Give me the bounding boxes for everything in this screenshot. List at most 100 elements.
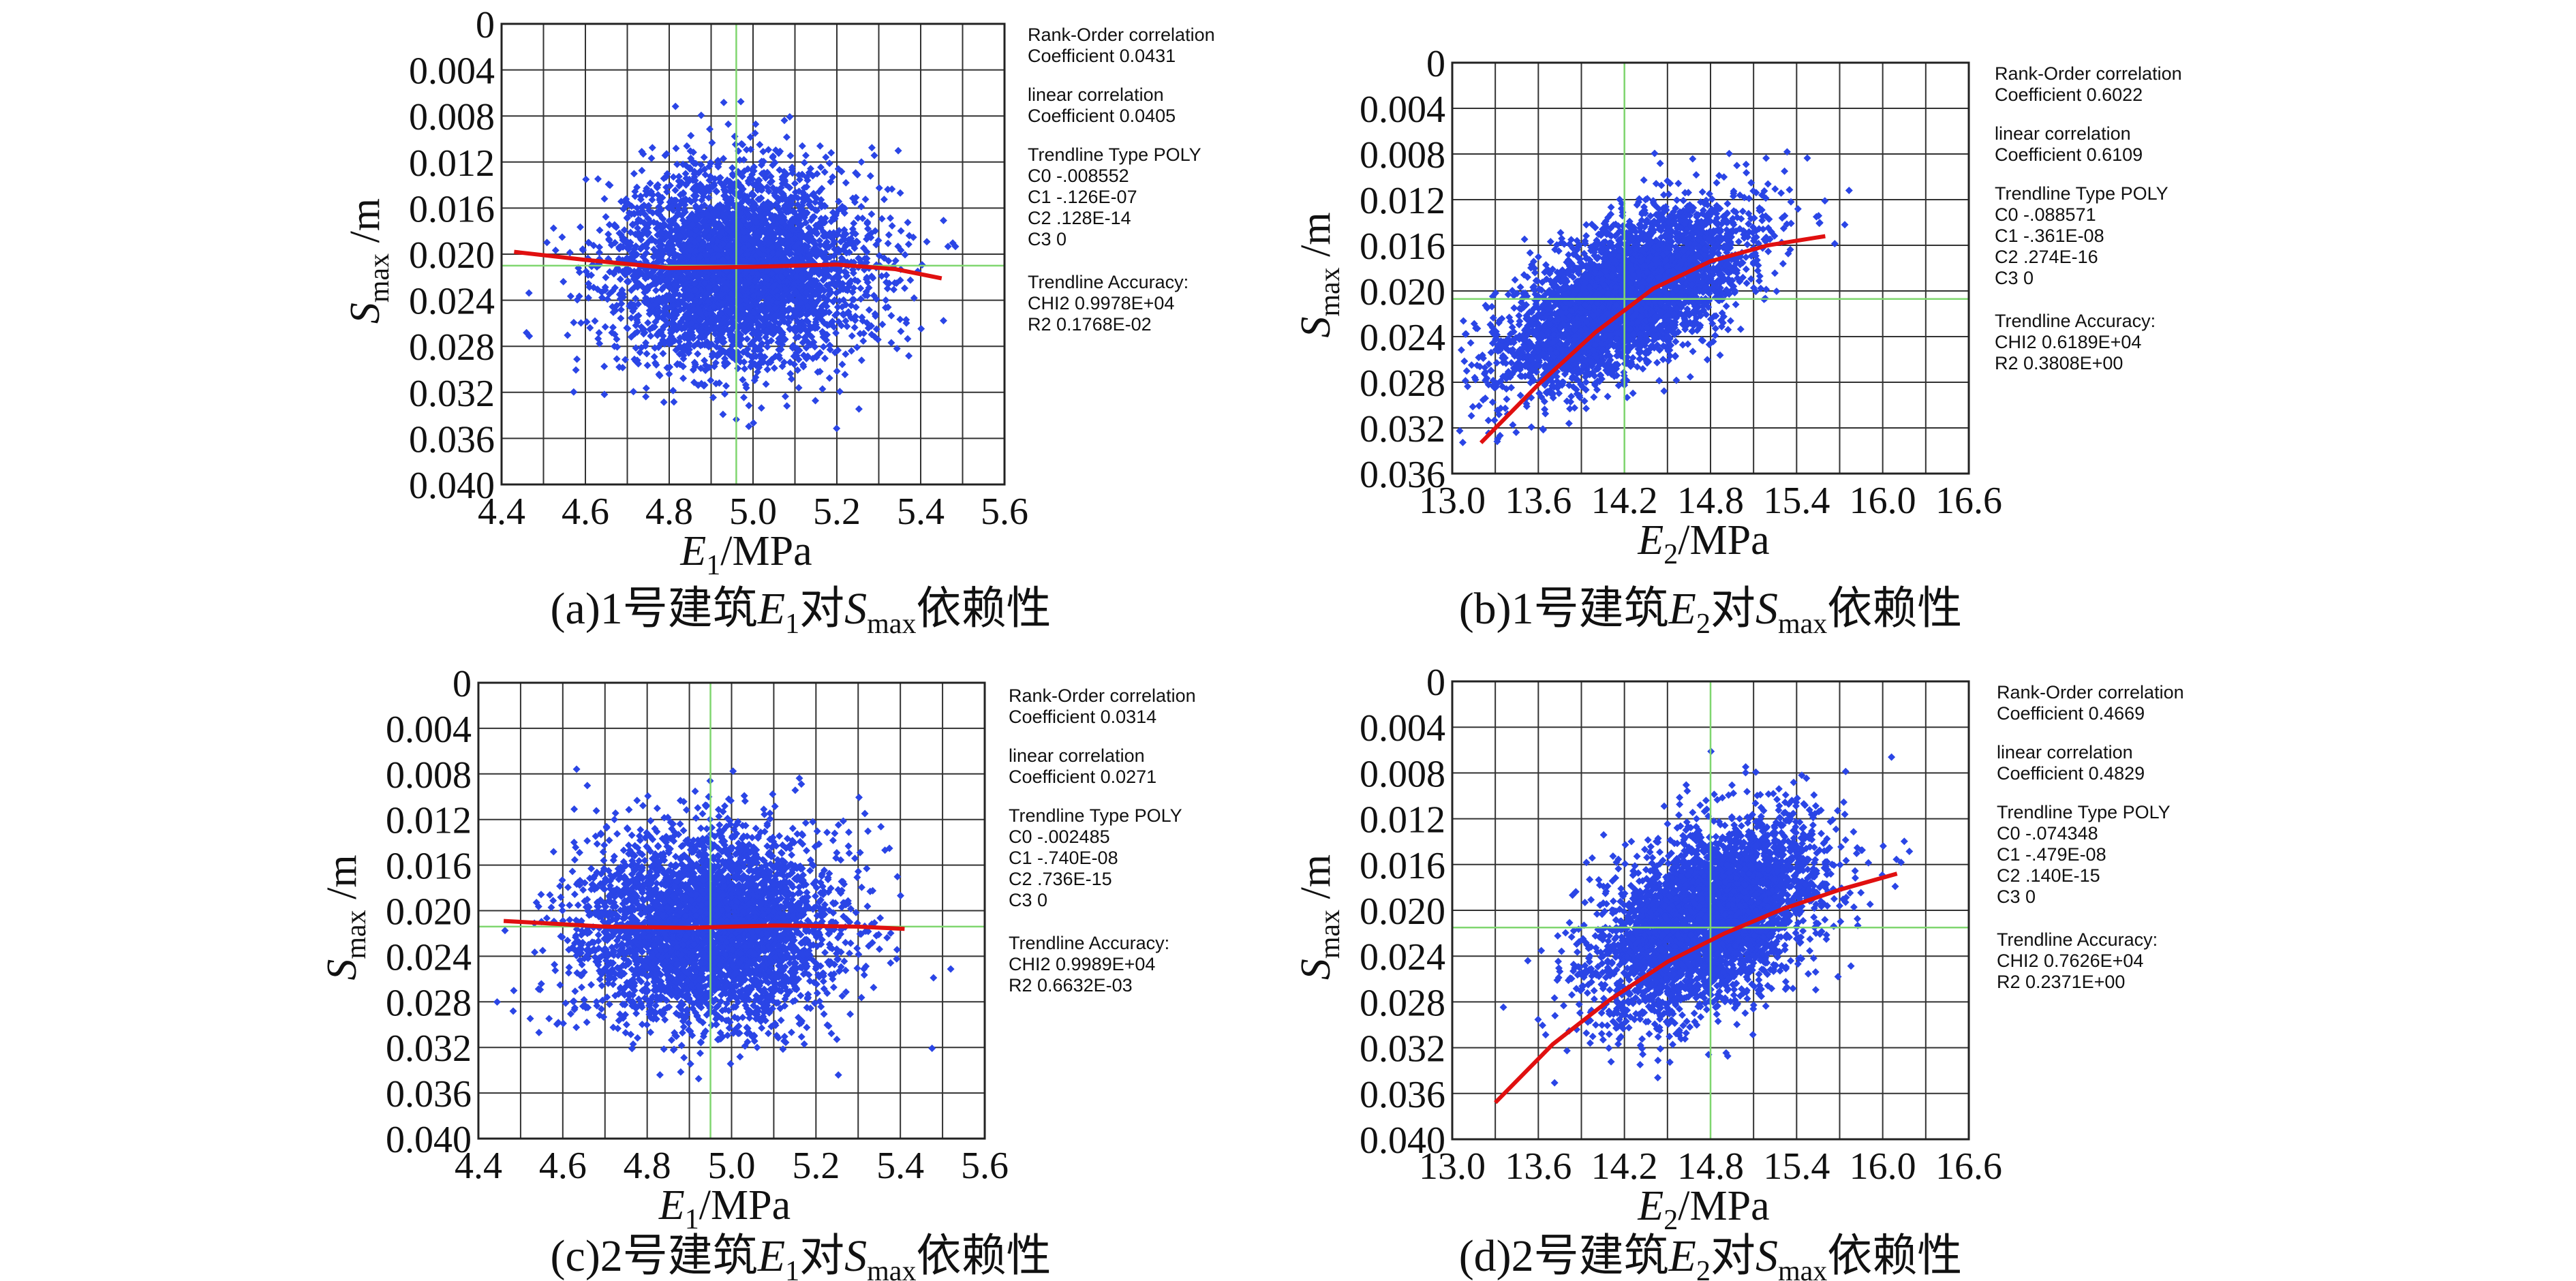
scatter-point [648,196,656,204]
scatter-point [630,170,638,178]
scatter-point [701,170,709,179]
stat-line: C2 .128E-14 [1028,208,1131,228]
scatter-point [660,398,668,406]
scatter-point [672,144,680,153]
scatter-point [707,376,715,384]
scatter-point [813,170,821,178]
stat-line: C0 -.008552 [1028,166,1129,186]
scatter-point [795,176,803,184]
scatter-point [854,214,862,222]
scatter-point [650,353,658,361]
x-tick-label: 5.2 [813,491,861,533]
scatter-point [878,272,886,280]
scatter-point [827,149,835,157]
scatter-point [850,324,859,332]
scatter-point [633,328,641,336]
scatter-point [890,285,898,294]
x-tick-label: 5.4 [897,491,945,533]
x-tick-label: 4.8 [645,491,693,533]
scatter-point [826,341,834,350]
scatter-point [706,125,714,133]
scatter-point [594,175,602,183]
scatter-point [746,133,754,141]
scatter-point [663,188,671,196]
scatter-point [665,370,673,378]
y-tick-label: 0.020 [409,234,495,277]
stat-line: C3 0 [1028,229,1067,249]
scatter-point [835,388,844,396]
stat-line: Trendline Type POLY [1028,144,1201,165]
scatter-point [857,356,865,365]
scatter-point [630,388,637,396]
chart-panel-a: 4.4 4.6 4.8 5.0 5.2 5.4 5.600.0040.0080.0120.0… [342,4,1215,640]
y-tick-label: 0.012 [409,142,495,185]
scatter-point [763,343,771,351]
scatter-point [690,342,699,350]
scatter-point [813,206,821,215]
y-tick-label: 0.016 [409,188,495,230]
scatter-point [835,198,843,206]
x-axis-label: E1/MPa [679,528,812,581]
scatter-point [670,398,678,406]
y-tick-label: 0.008 [409,96,495,138]
scatter-point [857,158,865,166]
scatter-point [802,151,810,159]
y-tick-label: 0.024 [409,281,495,323]
scatter-point [683,142,691,150]
scatter-point [835,227,843,234]
stat-line: C1 -.126E-07 [1028,187,1137,207]
scatter-point [609,324,617,331]
scatter-point [745,401,753,410]
scatter-point [566,292,574,300]
scatter-point [832,329,840,337]
scatter-point [694,350,702,358]
scatter-point [891,279,899,287]
stat-line: R2 0.1768E-02 [1028,314,1152,335]
scatter-point [602,213,610,221]
x-tick-label: 5.6 [981,491,1028,533]
stat-line: Coefficient 0.0405 [1028,106,1176,126]
scatter-point [752,373,760,382]
scatter-point [543,238,551,247]
scatter-point [601,323,609,331]
scatter-point [713,187,720,196]
scatter-point [729,164,737,172]
scatter-point [662,150,671,158]
scatter-point [566,249,574,257]
scatter-point [696,365,705,372]
scatter-point [781,392,789,401]
scatter-point [600,390,609,399]
scatter-point [741,365,749,373]
stat-line: linear correlation [1028,84,1164,105]
scatter-point [896,315,904,324]
scatter-point [627,314,635,322]
scatter-point [857,284,865,292]
scatter-point [795,384,803,392]
scatter-point [736,156,743,164]
scatter-point [854,277,862,285]
scatter-point [793,366,801,374]
scatter-point [631,192,639,200]
x-tick-label: 4.6 [562,491,609,533]
y-tick-label: 0.028 [409,326,495,369]
scatter-point [617,314,625,322]
scatter-point [724,120,733,128]
y-tick-label: 0.004 [409,50,495,93]
stat-line: Trendline Accuracy: [1028,272,1189,292]
y-tick-label: 0.032 [409,373,495,415]
scatter-points [523,97,960,433]
scatter-point [887,339,895,347]
scatter-point [605,221,613,229]
scatter-point [637,192,645,200]
stat-line: Coefficient 0.0431 [1028,46,1176,66]
stat-line: CHI2 0.9978E+04 [1028,293,1174,313]
panel-caption: (a)1号建筑E1对Smax依赖性 [551,584,1052,640]
y-axis-label: Smax /m [342,198,395,324]
scatter-point [878,215,886,223]
scatter-point [786,152,795,160]
scatter-point [901,284,908,292]
y-tick-label: 0 [476,4,495,46]
x-tick-label: 5.0 [729,491,777,533]
